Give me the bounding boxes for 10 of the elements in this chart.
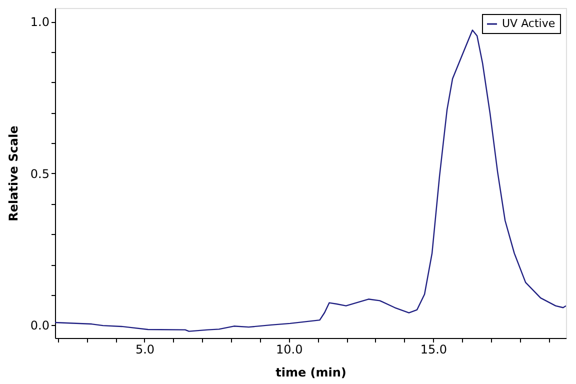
x-tick-label: 15.0 — [420, 342, 448, 356]
legend-label: UV Active — [502, 17, 556, 30]
y-tick-label: 0.0 — [30, 318, 50, 333]
y-axis-title: Relative Scale — [6, 126, 20, 222]
x-tick-label: 10.0 — [276, 342, 303, 356]
x-tick-label: 5.0 — [135, 342, 155, 356]
line-series — [55, 30, 566, 332]
y-tick-label: 0.5 — [30, 166, 50, 181]
y-tick-label: 1.0 — [30, 15, 50, 30]
x-axis-title: time (min) — [276, 366, 346, 380]
